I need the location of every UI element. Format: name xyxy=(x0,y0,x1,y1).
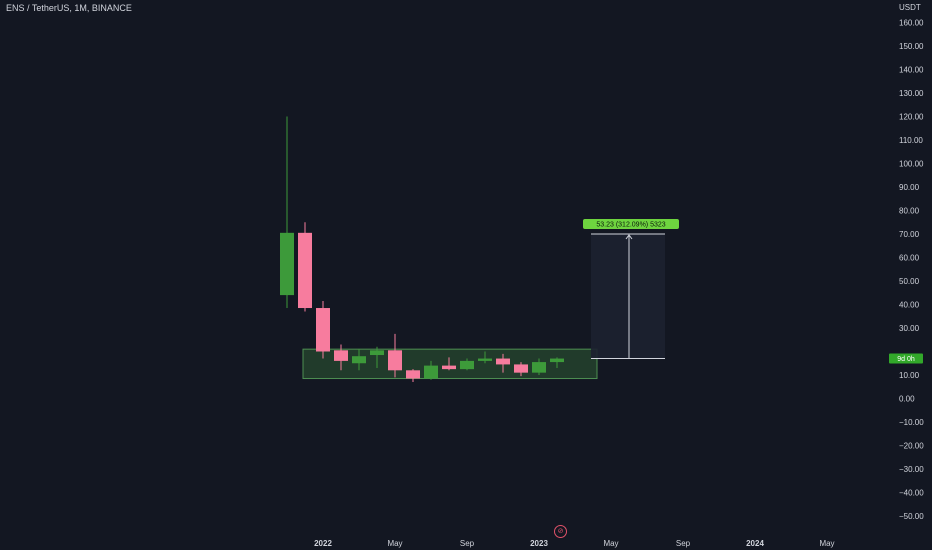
y-tick-label: −50.00 xyxy=(899,512,924,521)
candle-body[interactable] xyxy=(406,370,420,379)
x-tick-label: Sep xyxy=(676,539,691,548)
y-tick-label: 90.00 xyxy=(899,183,920,192)
y-tick-label: 150.00 xyxy=(899,42,924,51)
candle-body[interactable] xyxy=(550,358,564,363)
y-tick-label: 0.00 xyxy=(899,395,915,404)
candle-body[interactable] xyxy=(424,365,438,379)
y-tick-label: −40.00 xyxy=(899,489,924,498)
x-tick-label: 2023 xyxy=(530,539,548,548)
chart-title: ENS / TetherUS, 1M, BINANCE xyxy=(6,3,132,13)
y-tick-label: 160.00 xyxy=(899,19,924,28)
currency-label: USDT xyxy=(899,3,921,12)
x-tick-label: 2024 xyxy=(746,539,764,548)
x-tick-label: Sep xyxy=(460,539,475,548)
x-tick-label: 2022 xyxy=(314,539,332,548)
projection-box xyxy=(591,234,665,359)
price-label-bg xyxy=(889,353,923,364)
price-countdown-label: 9d 0h xyxy=(897,356,915,363)
candle-body[interactable] xyxy=(352,356,366,364)
y-tick-label: 120.00 xyxy=(899,113,924,122)
candle-body[interactable] xyxy=(532,362,546,373)
candle-body[interactable] xyxy=(334,350,348,361)
y-tick-label: 100.00 xyxy=(899,160,924,169)
y-tick-label: 70.00 xyxy=(899,230,920,239)
y-tick-label: 60.00 xyxy=(899,254,920,263)
candle-body[interactable] xyxy=(496,358,510,365)
y-tick-label: 40.00 xyxy=(899,301,920,310)
candle-body[interactable] xyxy=(280,232,294,296)
measure-label-bg xyxy=(583,219,679,229)
x-tick-label: May xyxy=(819,539,834,548)
candle-body[interactable] xyxy=(442,365,456,370)
y-tick-label: 30.00 xyxy=(899,324,920,333)
measure-label: 53.23 (312.09%) 5323 xyxy=(596,222,665,229)
arrow-head-icon xyxy=(625,234,633,240)
candle-body[interactable] xyxy=(388,350,402,371)
candle-body[interactable] xyxy=(298,232,312,309)
x-tick-label: May xyxy=(603,539,618,548)
y-tick-label: 10.00 xyxy=(899,371,920,380)
y-tick-label: 110.00 xyxy=(899,136,923,145)
range-box[interactable] xyxy=(302,348,598,380)
y-tick-label: −20.00 xyxy=(899,442,924,451)
candle-body[interactable] xyxy=(514,364,528,373)
y-tick-label: −10.00 xyxy=(899,418,924,427)
y-tick-label: −30.00 xyxy=(899,465,924,474)
y-tick-label: 140.00 xyxy=(899,66,924,75)
candle-body[interactable] xyxy=(478,358,492,361)
candle-body[interactable] xyxy=(370,350,384,356)
y-tick-label: 130.00 xyxy=(899,89,924,98)
candle-body[interactable] xyxy=(460,360,474,370)
tradingview-logo-icon[interactable]: ⊘ xyxy=(554,525,567,538)
candle-body[interactable] xyxy=(316,308,330,352)
y-tick-label: 50.00 xyxy=(899,277,920,286)
y-tick-label: 80.00 xyxy=(899,207,920,216)
x-tick-label: May xyxy=(387,539,402,548)
